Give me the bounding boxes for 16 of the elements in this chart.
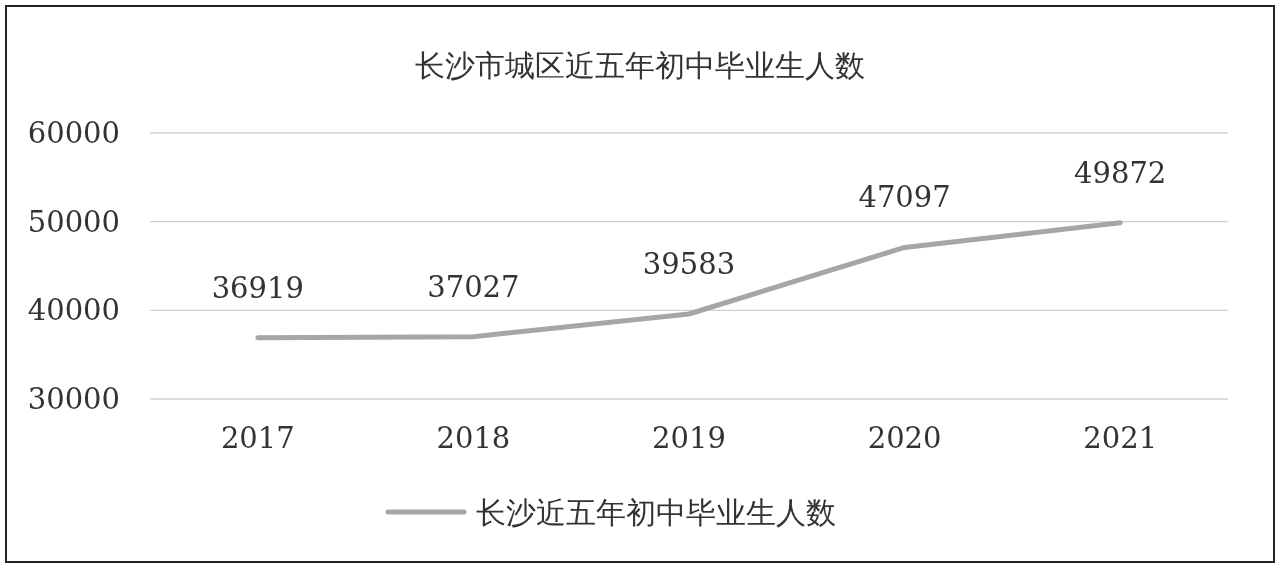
y-tick-label: 50000 (27, 204, 120, 239)
data-label: 36919 (211, 270, 304, 305)
data-label: 37027 (427, 269, 520, 304)
y-tick-label: 40000 (27, 293, 120, 328)
y-tick-label: 30000 (27, 382, 120, 416)
x-tick-label: 2017 (220, 421, 295, 455)
x-tick-label: 2019 (652, 421, 726, 455)
x-tick-label: 2020 (867, 421, 942, 455)
legend-label: 长沙近五年初中毕业生人数 (476, 495, 836, 530)
x-tick-label: 2018 (436, 421, 511, 455)
y-tick-label: 60000 (27, 116, 120, 150)
data-label: 39583 (642, 247, 736, 282)
x-tick-label: 2021 (1083, 421, 1158, 455)
data-label: 49872 (1074, 155, 1167, 190)
chart-title: 长沙市城区近五年初中毕业生人数 (415, 48, 865, 83)
data-label: 47097 (858, 180, 951, 215)
